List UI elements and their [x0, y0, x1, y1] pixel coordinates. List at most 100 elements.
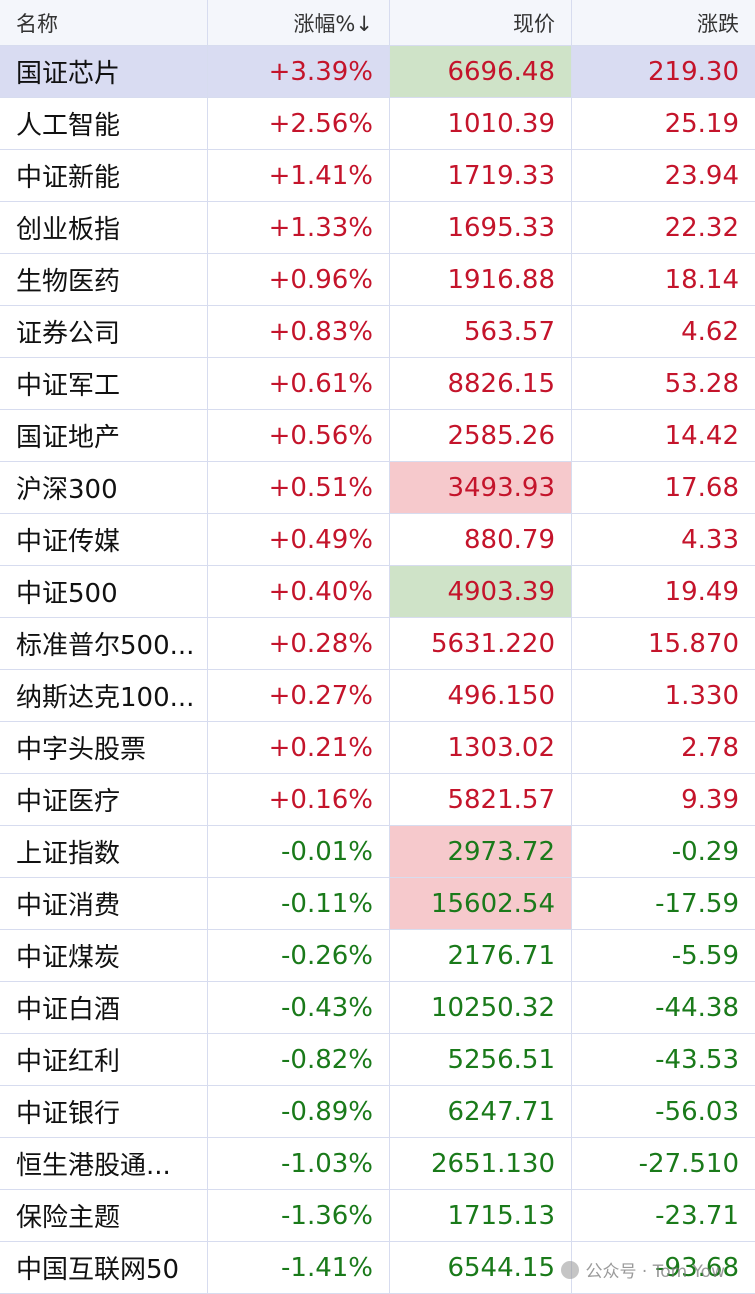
index-name: 恒生港股通...: [0, 1138, 208, 1189]
index-name: 国证芯片: [0, 46, 208, 97]
table-row[interactable]: 创业板指 +1.33% 1695.33 22.32: [0, 202, 755, 254]
table-row[interactable]: 中证新能 +1.41% 1719.33 23.94: [0, 150, 755, 202]
current-price: 1916.88: [390, 254, 572, 305]
change-pct: +1.41%: [208, 150, 390, 201]
index-name: 中证白酒: [0, 982, 208, 1033]
current-price: 1303.02: [390, 722, 572, 773]
current-price: 4903.39: [390, 566, 572, 617]
change-pct: +0.51%: [208, 462, 390, 513]
change-pct: -0.43%: [208, 982, 390, 1033]
table-row[interactable]: 中证军工 +0.61% 8826.15 53.28: [0, 358, 755, 410]
index-name: 中证银行: [0, 1086, 208, 1137]
change-pct: -0.01%: [208, 826, 390, 877]
index-name: 中证军工: [0, 358, 208, 409]
change-pct: +0.28%: [208, 618, 390, 669]
change-pct: -0.26%: [208, 930, 390, 981]
column-header-name[interactable]: 名称: [0, 0, 208, 45]
current-price: 15602.54: [390, 878, 572, 929]
price-change: 4.33: [681, 524, 739, 555]
table-row[interactable]: 保险主题 -1.36% 1715.13 -23.71: [0, 1190, 755, 1242]
table-row[interactable]: 中证500 +0.40% 4903.39 19.49: [0, 566, 755, 618]
table-row[interactable]: 生物医药 +0.96% 1916.88 18.14: [0, 254, 755, 306]
change-pct: +0.83%: [208, 306, 390, 357]
index-name: 沪深300: [0, 462, 208, 513]
column-header-change-pct[interactable]: 涨幅%↓: [208, 0, 390, 45]
current-price: 1695.33: [390, 202, 572, 253]
price-change: 15.870: [648, 628, 739, 659]
table-row[interactable]: 证券公司 +0.83% 563.57 4.62: [0, 306, 755, 358]
change-pct: +0.40%: [208, 566, 390, 617]
table-row[interactable]: 恒生港股通... -1.03% 2651.130 -27.510: [0, 1138, 755, 1190]
table-row[interactable]: 中证传媒 +0.49% 880.79 4.33: [0, 514, 755, 566]
change-pct: +2.56%: [208, 98, 390, 149]
table-row[interactable]: 中证白酒 -0.43% 10250.32 -44.38: [0, 982, 755, 1034]
column-header-price[interactable]: 现价: [390, 0, 572, 45]
table-body: 国证芯片 +3.39% 6696.48 219.30 人工智能 +2.56% 1010.39…: [0, 46, 755, 1294]
index-name: 标准普尔500...: [0, 618, 208, 669]
index-name: 中证新能: [0, 150, 208, 201]
change-pct: -0.82%: [208, 1034, 390, 1085]
index-name: 创业板指: [0, 202, 208, 253]
current-price: 5256.51: [390, 1034, 572, 1085]
table-row[interactable]: 中证消费 -0.11% 15602.54 -17.59: [0, 878, 755, 930]
price-change: 9.39: [681, 784, 739, 815]
price-change: 18.14: [664, 264, 739, 295]
current-price: 5821.57: [390, 774, 572, 825]
wechat-icon: [561, 1260, 580, 1279]
table-row[interactable]: 上证指数 -0.01% 2973.72 -0.29: [0, 826, 755, 878]
table-row[interactable]: 中国互联网50 -1.41% 6544.15 -93.68: [0, 1242, 755, 1294]
current-price: 3493.93: [390, 462, 572, 513]
price-change: -93.68: [655, 1252, 739, 1283]
table-row[interactable]: 中证银行 -0.89% 6247.71 -56.03: [0, 1086, 755, 1138]
current-price: 6544.15: [390, 1242, 572, 1293]
change-pct: +0.56%: [208, 410, 390, 461]
change-pct: +3.39%: [208, 46, 390, 97]
index-name: 中证煤炭: [0, 930, 208, 981]
table-row[interactable]: 国证地产 +0.56% 2585.26 14.42: [0, 410, 755, 462]
index-name: 中证医疗: [0, 774, 208, 825]
table-row[interactable]: 中证红利 -0.82% 5256.51 -43.53: [0, 1034, 755, 1086]
price-change: 2.78: [681, 732, 739, 763]
index-name: 证券公司: [0, 306, 208, 357]
change-pct: +0.96%: [208, 254, 390, 305]
index-name: 中字头股票: [0, 722, 208, 773]
table-row[interactable]: 中证医疗 +0.16% 5821.57 9.39: [0, 774, 755, 826]
index-name: 中证500: [0, 566, 208, 617]
current-price: 2973.72: [390, 826, 572, 877]
change-pct: +0.16%: [208, 774, 390, 825]
price-change: -27.510: [638, 1148, 739, 1179]
change-pct: +0.21%: [208, 722, 390, 773]
price-change: 53.28: [664, 368, 739, 399]
index-name: 中证传媒: [0, 514, 208, 565]
watermark-text: 公众号 · Tom Yow: [585, 1262, 725, 1282]
table-row[interactable]: 中字头股票 +0.21% 1303.02 2.78: [0, 722, 755, 774]
current-price: 496.150: [390, 670, 572, 721]
price-change: 14.42: [664, 420, 739, 451]
price-change: 22.32: [664, 212, 739, 243]
current-price: 5631.220: [390, 618, 572, 669]
index-name: 保险主题: [0, 1190, 208, 1241]
index-name: 中证消费: [0, 878, 208, 929]
index-name: 中国互联网50: [0, 1242, 208, 1293]
change-pct: +1.33%: [208, 202, 390, 253]
table-row[interactable]: 国证芯片 +3.39% 6696.48 219.30: [0, 46, 755, 98]
index-name: 中证红利: [0, 1034, 208, 1085]
current-price: 1719.33: [390, 150, 572, 201]
change-pct: -1.41%: [208, 1242, 390, 1293]
table-row[interactable]: 标准普尔500... +0.28% 5631.220 15.870: [0, 618, 755, 670]
table-row[interactable]: 中证煤炭 -0.26% 2176.71 -5.59: [0, 930, 755, 982]
price-change: 19.49: [664, 576, 739, 607]
change-pct: -1.03%: [208, 1138, 390, 1189]
price-change: 17.68: [664, 472, 739, 503]
price-change: -0.29: [671, 836, 739, 867]
price-change: -17.59: [655, 888, 739, 919]
index-name: 人工智能: [0, 98, 208, 149]
column-header-change[interactable]: 涨跌: [697, 11, 739, 36]
table-row[interactable]: 人工智能 +2.56% 1010.39 25.19: [0, 98, 755, 150]
table-row[interactable]: 纳斯达克100... +0.27% 496.150 1.330: [0, 670, 755, 722]
current-price: 563.57: [390, 306, 572, 357]
price-change: 23.94: [664, 160, 739, 191]
change-pct: -0.89%: [208, 1086, 390, 1137]
table-row[interactable]: 沪深300 +0.51% 3493.93 17.68: [0, 462, 755, 514]
